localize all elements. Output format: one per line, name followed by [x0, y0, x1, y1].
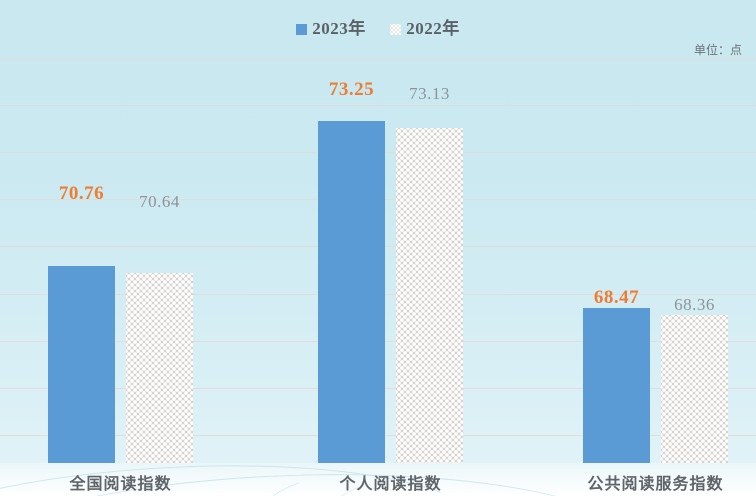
value-label-2023-group-2: 68.47 [593, 287, 640, 308]
gridline [0, 105, 756, 106]
bar-2023-group-1[interactable] [318, 121, 385, 463]
value-label-2022-group-0: 70.64 [139, 192, 180, 211]
value-label-2022-group-1: 73.13 [409, 84, 450, 103]
bar-2023-group-2[interactable] [583, 308, 650, 463]
dotted-square-icon [390, 24, 402, 35]
value-label-2023-group-1: 73.25 [328, 79, 375, 100]
legend-item-2022[interactable]: 2022年 [390, 14, 460, 39]
chart-legend: 2023年 2022年 [0, 14, 756, 39]
bar-2023-group-0[interactable] [48, 266, 115, 463]
bar-2022-group-0[interactable] [126, 273, 193, 463]
plot-area [0, 58, 756, 496]
legend-item-2023[interactable]: 2023年 [296, 14, 366, 39]
category-label-2: 公共阅读服务指数 [587, 476, 724, 493]
legend-label-2022: 2022年 [406, 19, 460, 38]
category-label-0: 全国阅读指数 [69, 476, 172, 493]
blue-square-icon [296, 24, 308, 35]
category-label-1: 个人阅读指数 [339, 476, 442, 493]
legend-label-2023: 2023年 [312, 19, 366, 38]
bottom-band [0, 463, 756, 496]
bar-2022-group-2[interactable] [661, 315, 728, 463]
unit-note: 单位：点 [693, 43, 742, 57]
gridline [0, 58, 756, 59]
value-label-2023-group-0: 70.76 [58, 183, 105, 204]
bar-2022-group-1[interactable] [396, 128, 463, 463]
value-label-2022-group-2: 68.36 [674, 295, 715, 314]
